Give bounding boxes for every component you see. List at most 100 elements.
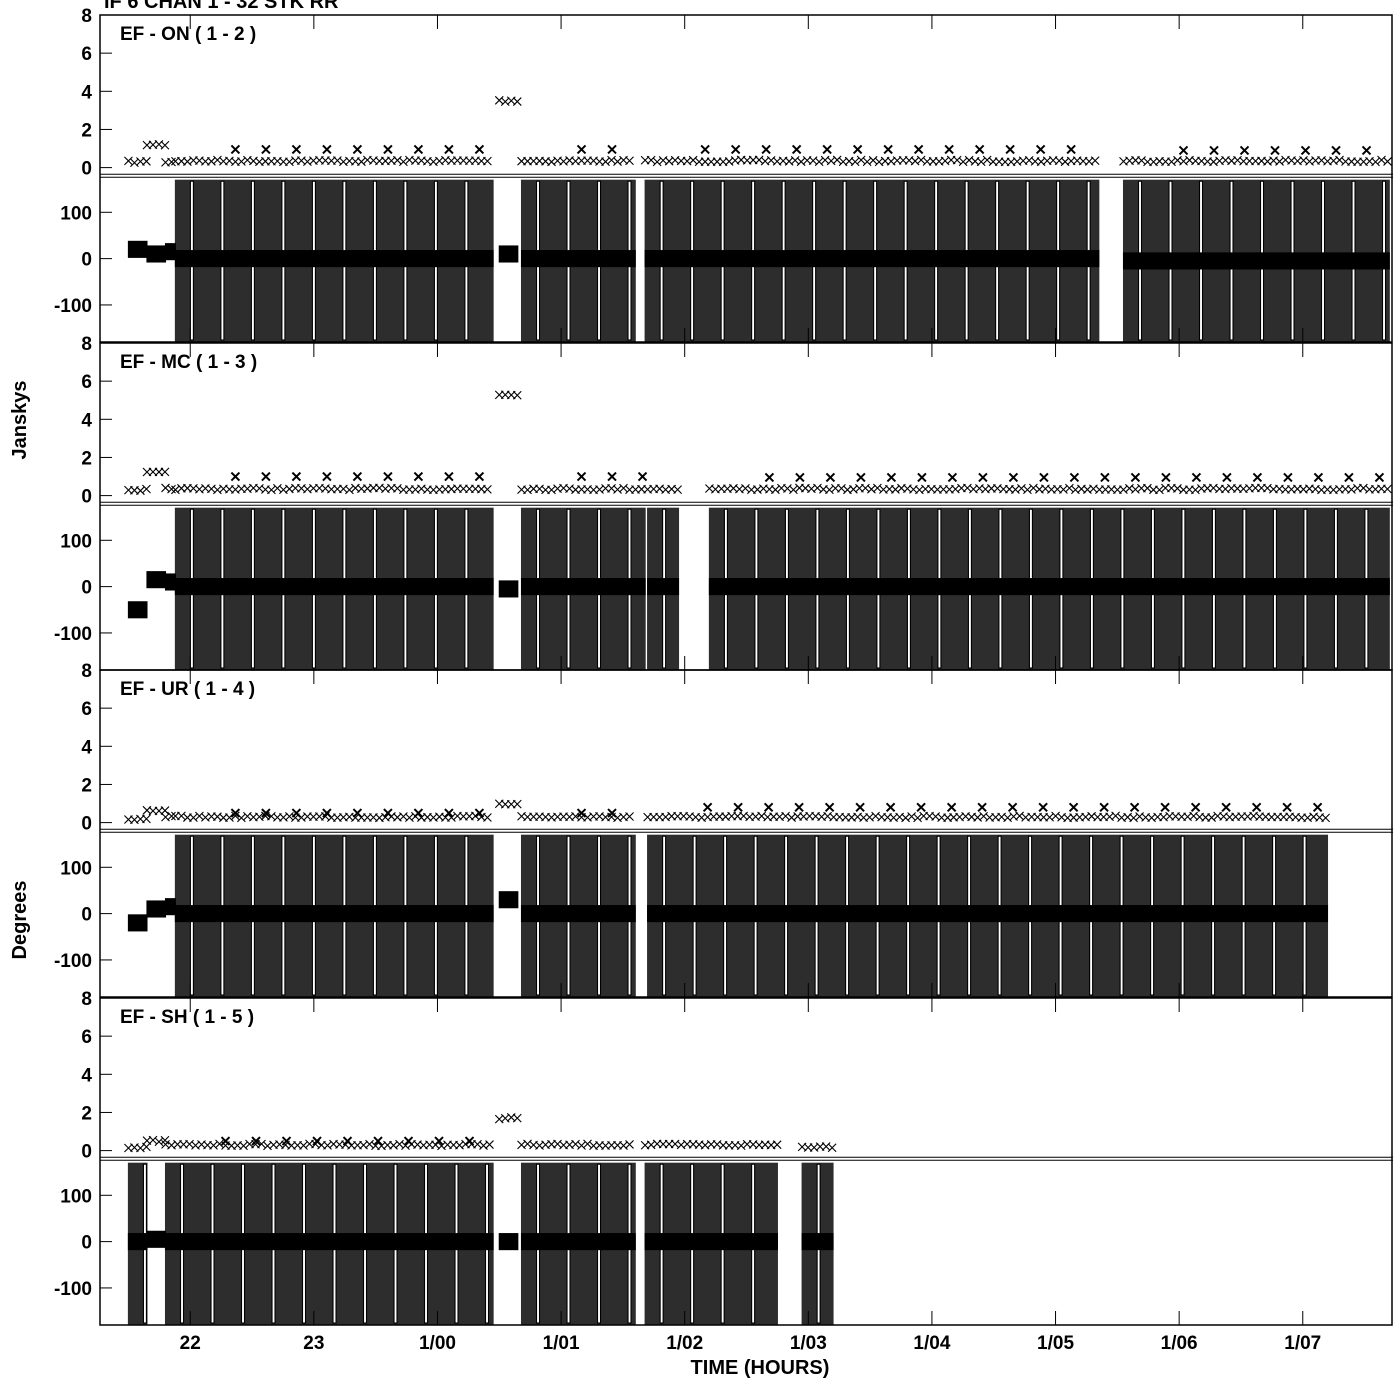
- amp-spike: [261, 144, 271, 155]
- amp-spike: [1066, 144, 1076, 155]
- amp-spike: [464, 1136, 475, 1146]
- data-points: [124, 1113, 837, 1325]
- amp-spike: [607, 144, 617, 155]
- amp-point: [167, 811, 176, 821]
- phase-trace: [164, 243, 176, 261]
- amp-spike: [1222, 472, 1232, 483]
- amp-point: [512, 390, 522, 400]
- amp-point: [583, 1139, 592, 1149]
- phase-tick-label: 100: [60, 531, 92, 552]
- data-points: [124, 799, 1330, 997]
- amp-spike: [444, 471, 454, 482]
- amp-point: [979, 811, 988, 821]
- phase-trace: [644, 1233, 778, 1251]
- phase-trace: [708, 578, 1390, 596]
- amp-point: [395, 1139, 404, 1149]
- amp-spike: [474, 471, 485, 482]
- amp-spike: [1035, 144, 1046, 155]
- phase-trace: [127, 240, 148, 258]
- amp-point: [1321, 813, 1330, 823]
- amp-tick-label: 6: [81, 699, 92, 720]
- amp-spike: [977, 802, 987, 813]
- amp-spike: [413, 471, 424, 482]
- amp-point: [1143, 483, 1152, 493]
- amp-spike: [607, 471, 617, 482]
- amp-spike: [444, 144, 454, 155]
- amp-spike: [1099, 802, 1109, 813]
- amp-point: [1065, 483, 1074, 493]
- amp-spike: [474, 144, 485, 155]
- amp-point: [257, 1139, 266, 1149]
- amp-spike: [312, 1136, 322, 1146]
- amp-point: [952, 155, 962, 165]
- amp-point: [577, 1141, 586, 1150]
- amp-spike: [916, 802, 926, 813]
- data-points: [124, 95, 1392, 342]
- amp-tick-label: 2: [81, 775, 92, 796]
- time-tick-label: 1/07: [1284, 1333, 1321, 1354]
- amp-point: [483, 484, 492, 494]
- amp-point: [512, 799, 522, 809]
- amp-spike: [1239, 145, 1250, 156]
- amp-spike: [822, 144, 832, 155]
- amp-point: [1023, 485, 1032, 495]
- amp-point: [868, 155, 878, 165]
- amp-point: [741, 483, 750, 493]
- amp-spike: [281, 1136, 292, 1146]
- amp-spike: [383, 471, 393, 482]
- amp-tick-label: 8: [81, 989, 92, 1010]
- amp-point: [673, 485, 682, 495]
- amp-point: [1347, 485, 1356, 494]
- phase-trace: [498, 1233, 519, 1251]
- amp-point: [357, 157, 366, 167]
- time-tick-label: 22: [180, 1333, 201, 1354]
- amp-spike: [946, 802, 957, 813]
- amp-point: [323, 1140, 332, 1150]
- amp-point: [185, 1139, 194, 1149]
- amp-point: [813, 483, 822, 493]
- time-tick-label: 1/06: [1161, 1333, 1198, 1354]
- amp-point: [958, 157, 968, 167]
- amp-spike: [947, 472, 958, 483]
- amp-point: [646, 155, 656, 165]
- phase-trace: [644, 250, 1100, 268]
- amp-point: [189, 813, 198, 823]
- amp-point: [393, 155, 402, 165]
- amp-point: [789, 485, 798, 495]
- amp-spike: [576, 144, 587, 155]
- amp-spike: [856, 472, 866, 483]
- panel-3: 0 2 4 6 8 -100 0 100 EF - UR ( 1 - 4 ): [54, 661, 1393, 998]
- amp-point: [231, 811, 240, 821]
- phase-tick-label: 0: [81, 250, 92, 271]
- amp-point: [754, 155, 764, 165]
- amp-tick-label: 6: [81, 372, 92, 393]
- phase-trace: [174, 250, 494, 268]
- data-points: [124, 390, 1392, 670]
- amp-point: [1191, 485, 1200, 495]
- amp-tick-label: 8: [81, 661, 92, 682]
- panel-2: 0 2 4 6 8 -100 0 100 EF - MC ( 1 - 3 ): [54, 334, 1393, 671]
- phase-axis-title: Degrees: [9, 881, 31, 960]
- amp-spike: [1300, 145, 1311, 156]
- time-tick-label: 1/03: [790, 1333, 827, 1354]
- phase-trace: [174, 905, 494, 923]
- amp-point: [772, 1140, 782, 1150]
- panel-title: EF - UR ( 1 - 4 ): [120, 679, 255, 700]
- amp-spike: [1344, 472, 1354, 483]
- phase-trace: [520, 1233, 636, 1251]
- amp-point: [850, 157, 860, 167]
- amp-point: [907, 812, 916, 821]
- amp-spike: [1331, 145, 1341, 156]
- amp-point: [267, 485, 276, 495]
- amp-point: [485, 1140, 494, 1149]
- amp-point: [832, 155, 842, 165]
- amp-point: [1275, 157, 1284, 166]
- amp-spike: [852, 144, 863, 155]
- amp-spike: [1361, 145, 1372, 156]
- amp-point: [736, 1141, 746, 1150]
- amp-spike: [883, 144, 893, 155]
- time-tick-label: 1/01: [543, 1333, 580, 1354]
- amp-point: [1377, 155, 1386, 165]
- amp-point: [447, 813, 456, 822]
- time-axis: 22 23 1/00 1/01 1/02 1/03 1/04 1/05 1/06 1/07: [180, 1333, 1322, 1354]
